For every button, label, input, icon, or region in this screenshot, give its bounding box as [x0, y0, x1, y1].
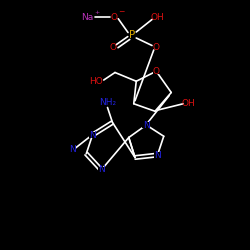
- Bar: [152, 68, 160, 74]
- Text: NH₂: NH₂: [99, 98, 116, 107]
- Text: HO: HO: [90, 77, 103, 86]
- Text: P: P: [130, 30, 136, 40]
- Text: O: O: [153, 43, 160, 52]
- Bar: [69, 147, 76, 153]
- Text: O: O: [110, 13, 117, 22]
- Text: N: N: [98, 166, 104, 174]
- Text: +: +: [94, 10, 100, 16]
- Text: Na: Na: [82, 13, 94, 22]
- Bar: [100, 99, 114, 106]
- Bar: [142, 122, 150, 128]
- Text: N: N: [143, 120, 150, 130]
- Bar: [98, 167, 105, 173]
- Bar: [89, 132, 96, 138]
- Text: OH: OH: [150, 13, 164, 22]
- Bar: [154, 152, 161, 158]
- Text: OH: OH: [182, 99, 196, 108]
- Text: O: O: [109, 43, 116, 52]
- Text: N: N: [154, 150, 161, 160]
- Text: N: N: [89, 130, 96, 140]
- Text: O: O: [153, 67, 160, 76]
- Text: −: −: [118, 7, 124, 16]
- Text: N: N: [69, 146, 76, 154]
